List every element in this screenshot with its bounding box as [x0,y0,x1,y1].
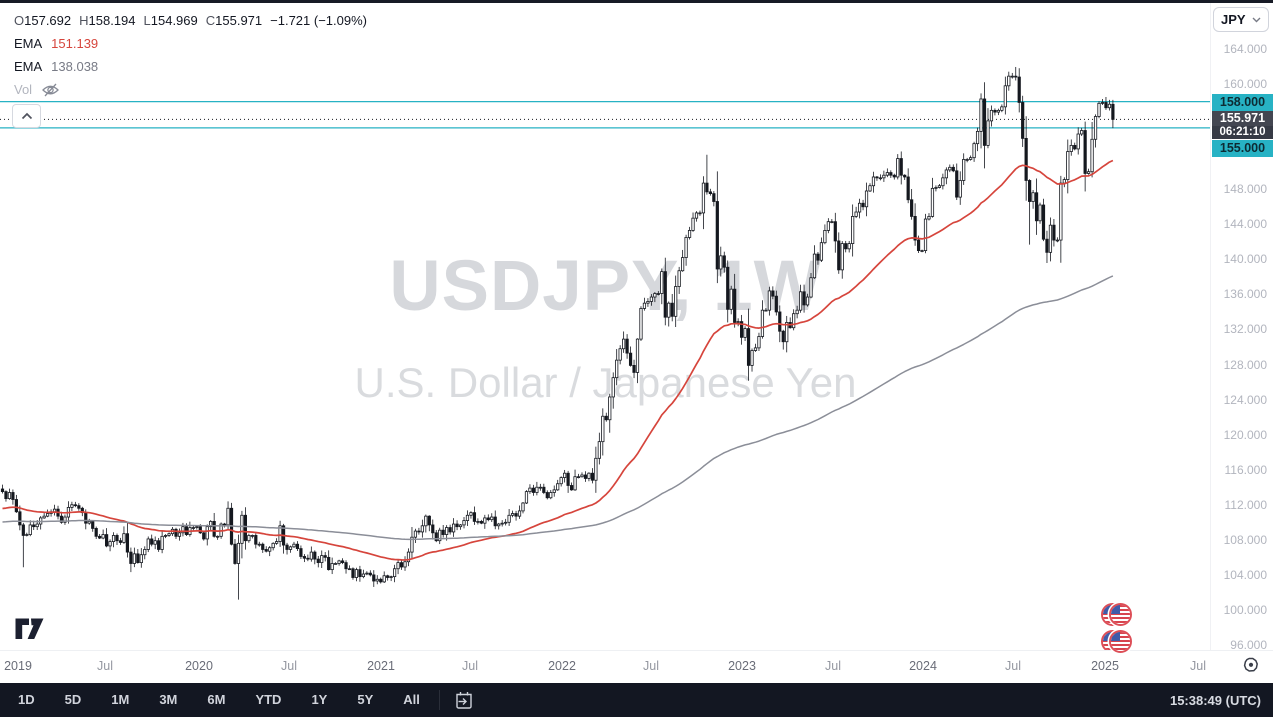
price-tick: 100.000 [1223,602,1267,617]
chevron-up-icon [21,112,32,120]
volume-visibility-toggle[interactable] [41,82,60,98]
utc-clock: 15:38:49 (UTC) [1169,692,1261,708]
price-tick: 120.000 [1223,427,1267,442]
ohlc-row: O157.692 H158.194 L154.969 C155.971 −1.721 (… [14,9,375,32]
time-tick: Jul [462,659,478,673]
indicator-label: EMA [14,59,43,74]
volume-row: Vol [14,78,375,101]
chart-pane[interactable]: USDJPY, 1W U.S. Dollar / Japanese Yen O1… [0,3,1273,653]
price-tick: 148.000 [1223,182,1267,197]
price-tick: 104.000 [1223,567,1267,582]
time-axis[interactable]: 2019 Jul 2020 Jul 2021 Jul 2022 Jul 2023 Jul 2024 J… [0,650,1273,684]
time-tick: 2020 [185,659,213,673]
price-tick: 112.000 [1224,497,1268,512]
indicator-value: 151.139 [51,36,99,51]
chevron-down-icon [1252,17,1261,22]
chart-canvas[interactable] [0,3,1211,650]
time-tick: 2023 [728,659,756,673]
price-tick: 124.000 [1223,392,1267,407]
bar-countdown: 06:21:10 [1212,126,1273,140]
price-tick: 128.000 [1223,357,1267,372]
price-tick: 160.000 [1223,77,1267,92]
price-tick: 140.000 [1223,252,1267,267]
price-tick: 164.000 [1223,42,1267,56]
time-tick: 2022 [548,659,576,673]
eye-off-icon [42,83,59,96]
price-tick: 136.000 [1223,287,1267,302]
range-button-3m[interactable]: 3M [159,683,177,717]
calendar-go-to-icon [456,692,472,709]
time-tick: Jul [281,659,297,673]
volume-label: Vol [14,82,33,97]
us-flag-icon [1109,603,1132,626]
price-line-label-158: 158.000 [1212,93,1273,111]
axis-settings-button[interactable] [1241,656,1261,681]
date-range-buttons: 1D 5D 1M 3M 6M YTD 1Y 5Y All [0,683,435,717]
time-tick: 2024 [909,659,937,673]
time-tick: Jul [643,659,659,673]
top-edge-strip [0,0,1273,3]
change-value: −1.721 (−1.09%) [270,13,367,28]
us-flag-icon [1109,630,1132,653]
indicator-value: 138.038 [51,59,99,74]
range-button-ytd[interactable]: YTD [255,683,281,717]
range-button-6m[interactable]: 6M [207,683,225,717]
time-tick: Jul [1005,659,1021,673]
price-line-label-155: 155.000 [1212,140,1273,158]
range-button-5y[interactable]: 5Y [357,683,373,717]
time-tick: Jul [97,659,113,673]
ema-row-1: EMA 151.139 [14,32,375,55]
time-tick: 2025 [1091,659,1119,673]
current-price-value: 155.971 [1212,111,1273,127]
currency-label: JPY [1221,12,1246,27]
economic-event-marker-top[interactable] [1101,603,1132,626]
gear-icon [1243,657,1258,672]
price-tick: 108.000 [1223,532,1267,547]
ohlc-o: O157.692 [14,13,72,28]
ohlc-l: L154.969 [143,13,198,28]
toolbar-divider [438,690,440,710]
ema-row-2: EMA 138.038 [14,55,375,78]
time-tick: Jul [1190,659,1206,673]
range-button-1m[interactable]: 1M [111,683,129,717]
price-tick: 116.000 [1224,462,1268,477]
price-tick: 144.000 [1223,217,1267,232]
ohlc-h: H158.194 [79,13,136,28]
range-button-1y[interactable]: 1Y [311,683,327,717]
chart-legend: O157.692 H158.194 L154.969 C155.971 −1.721 (… [14,9,375,101]
go-to-date-button[interactable] [454,690,474,710]
range-button-all[interactable]: All [403,683,420,717]
tradingview-logo[interactable] [15,618,45,646]
bottom-toolbar: 1D 5D 1M 3M 6M YTD 1Y 5Y All 15:38:49 (UTC) [0,683,1273,717]
indicator-label: EMA [14,36,43,51]
range-button-5d[interactable]: 5D [65,683,82,717]
tradingview-logo-icon [15,618,44,639]
price-tick: 132.000 [1223,322,1267,337]
legend-collapse-button[interactable] [12,104,41,128]
range-button-1d[interactable]: 1D [18,683,35,717]
time-tick: 2019 [4,659,32,673]
ohlc-c: C155.971 [205,13,263,28]
price-axis[interactable]: JPY 164.000 160.000 148.000 144.000 140.000 1… [1210,3,1273,652]
currency-selector-button[interactable]: JPY [1213,7,1269,32]
time-tick: 2021 [367,659,395,673]
current-price-badge: 155.971 06:21:10 [1212,111,1273,140]
time-tick: Jul [825,659,841,673]
price-tick: 96.000 [1230,637,1267,652]
